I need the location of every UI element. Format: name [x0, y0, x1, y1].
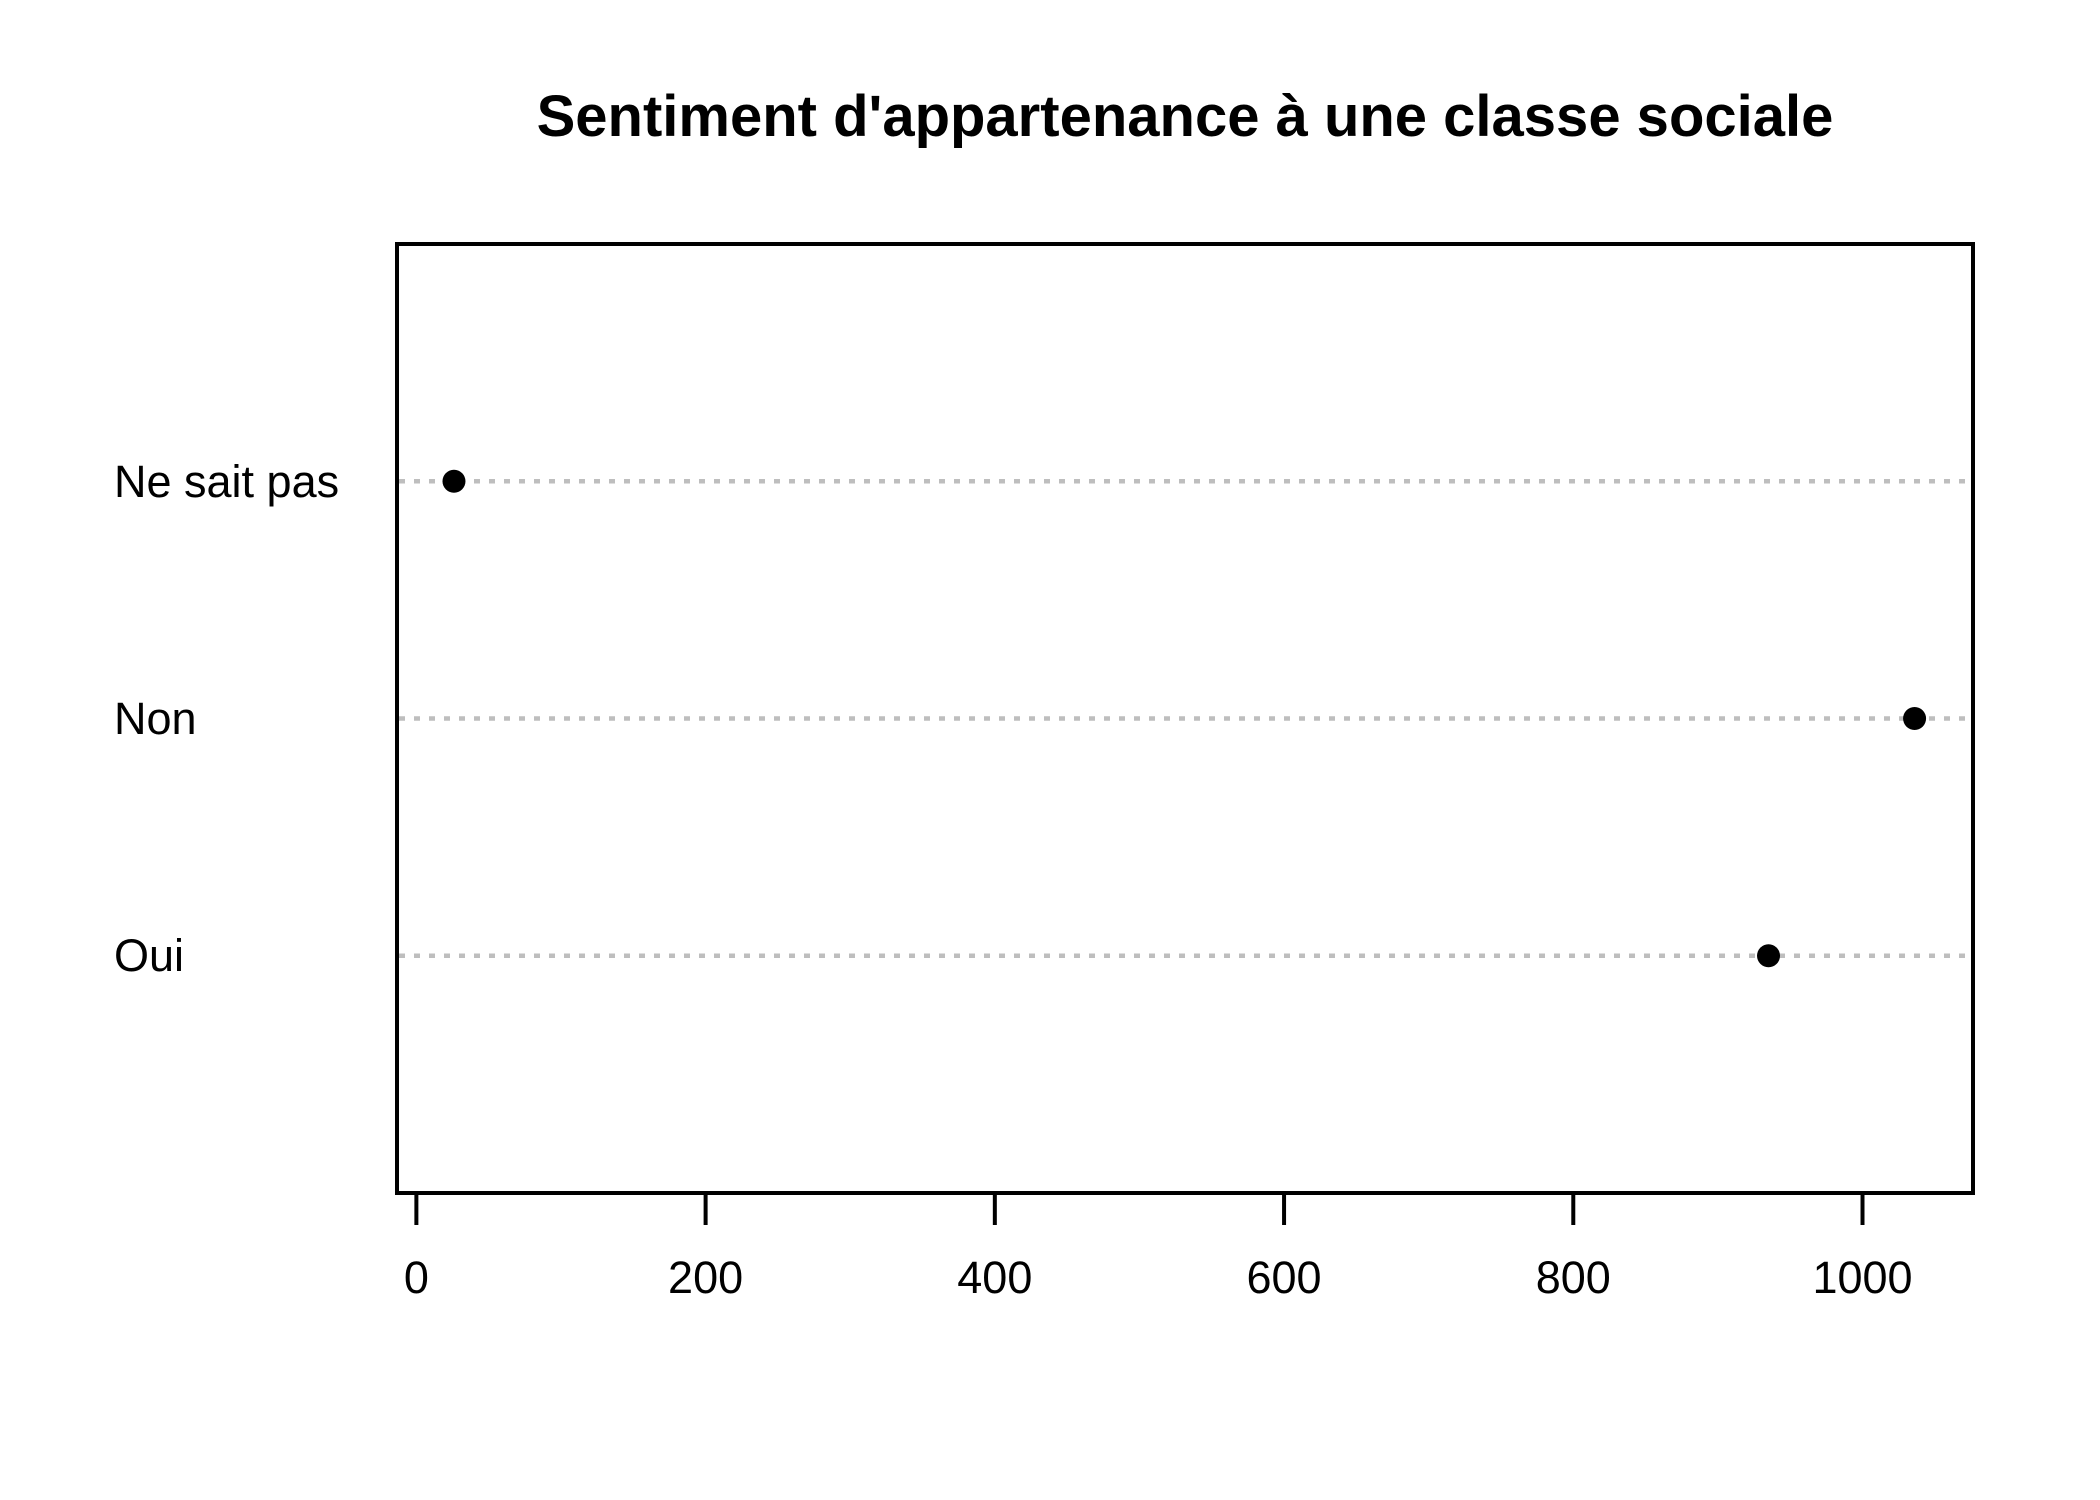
x-tick-label: 200	[668, 1252, 744, 1303]
x-tick-label: 600	[1246, 1252, 1322, 1303]
data-point	[442, 469, 466, 493]
x-tick-label: 1000	[1812, 1252, 1913, 1303]
x-tick-label: 0	[403, 1252, 429, 1303]
category-label: Oui	[114, 930, 185, 982]
data-point	[1757, 944, 1781, 968]
plot-box	[395, 242, 1975, 1195]
x-tick-label: 400	[957, 1252, 1033, 1303]
data-point	[1903, 707, 1927, 730]
category-label: Ne sait pas	[114, 455, 340, 507]
chart-title: Sentiment d'appartenance à une classe so…	[536, 84, 1834, 149]
x-tick-label: 800	[1535, 1252, 1611, 1303]
category-label: Non	[114, 693, 197, 744]
